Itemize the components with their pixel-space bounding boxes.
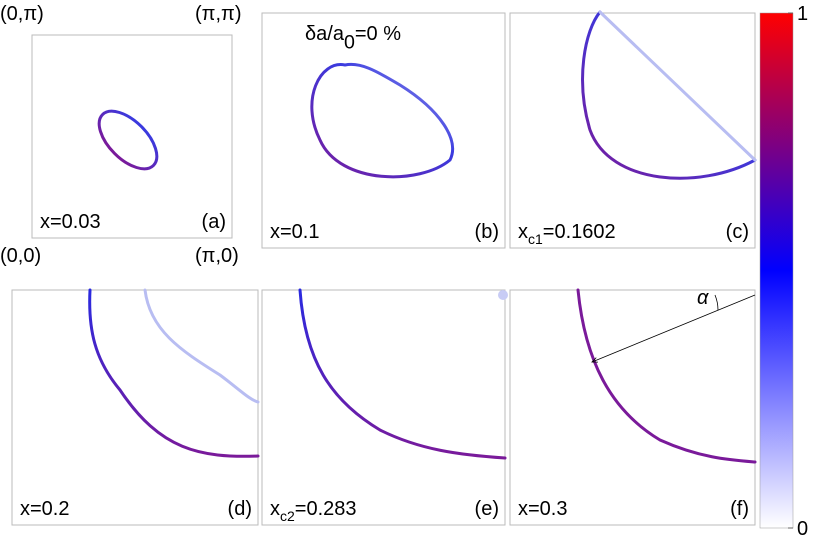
text-rest: =0.1602 bbox=[543, 221, 616, 243]
corner-label: (0,0) bbox=[0, 245, 41, 267]
text-base: x bbox=[518, 221, 528, 243]
corner-label: (π,π) bbox=[195, 3, 241, 25]
panel-tag: (e) bbox=[475, 498, 499, 520]
text-rest: =0.283 bbox=[295, 498, 357, 520]
text-sub: c2 bbox=[280, 508, 295, 524]
text-base: x bbox=[270, 498, 280, 520]
text-sub: c1 bbox=[528, 231, 543, 247]
text-base: x=0.1 bbox=[270, 221, 319, 243]
panel-label: x=0.2 bbox=[20, 498, 69, 520]
text-sub: 0 bbox=[344, 31, 355, 53]
curves bbox=[88, 10, 757, 464]
text-base: x=0.03 bbox=[40, 211, 101, 233]
panel-tag: (c) bbox=[726, 221, 749, 243]
colorbar bbox=[759, 12, 794, 529]
frames bbox=[11, 12, 756, 526]
text-base: x=0.2 bbox=[20, 498, 69, 520]
title: δa/a0=0 % bbox=[305, 23, 401, 53]
text-base: δa/a bbox=[305, 23, 345, 45]
panel-label: xc2=0.283 bbox=[270, 498, 357, 524]
panel-tag: (f) bbox=[730, 498, 749, 520]
panel-tag: (a) bbox=[202, 211, 226, 233]
text-base: x=0.3 bbox=[518, 498, 567, 520]
colorbar-tick-label: 1 bbox=[797, 3, 808, 25]
panel-label: x=0.03 bbox=[40, 211, 101, 233]
panel-tag: (b) bbox=[475, 221, 499, 243]
alpha-label: α bbox=[697, 287, 709, 309]
panel-label: xc1=0.1602 bbox=[518, 221, 616, 247]
text-rest: =0 % bbox=[355, 23, 401, 45]
corner-label: (π,0) bbox=[195, 245, 239, 267]
panel-label: x=0.3 bbox=[518, 498, 567, 520]
corner-label: (0,π) bbox=[0, 3, 44, 25]
panel-tag: (d) bbox=[228, 498, 252, 520]
colorbar-tick-label: 0 bbox=[797, 518, 808, 540]
panel-label: x=0.1 bbox=[270, 221, 319, 243]
